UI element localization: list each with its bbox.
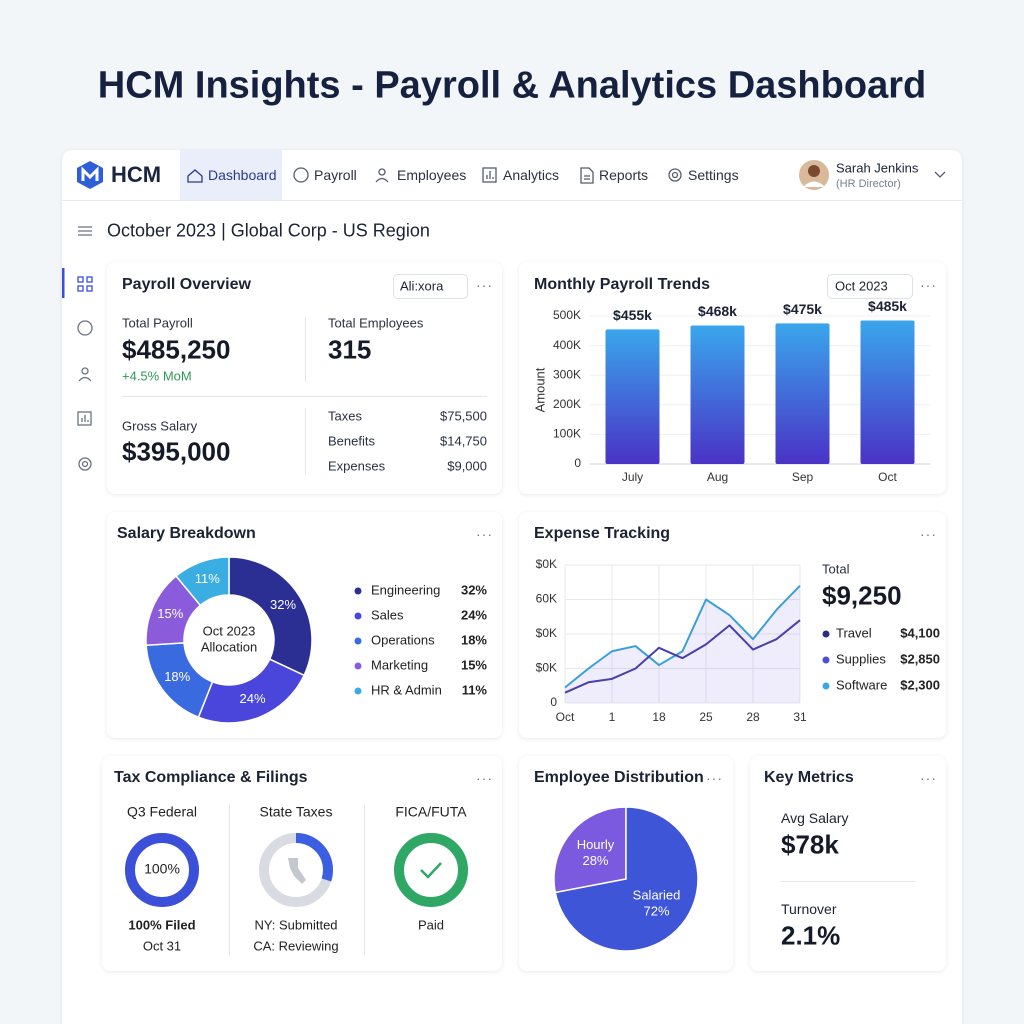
- menu-dots[interactable]: ···: [476, 277, 493, 293]
- menu-dots[interactable]: ···: [476, 770, 493, 786]
- key-metrics-card: [750, 756, 946, 971]
- card-title: Salary Breakdown: [117, 525, 256, 542]
- card-title: Key Metrics: [764, 769, 854, 786]
- active-tab[interactable]: [180, 150, 282, 200]
- menu-dots[interactable]: ···: [706, 770, 723, 786]
- sidebar: [62, 226, 93, 471]
- item-value: $9,000: [447, 458, 487, 474]
- item-label: Benefits: [328, 433, 375, 449]
- menu-dots[interactable]: ···: [920, 277, 937, 293]
- nav-icons: [187, 160, 946, 190]
- nav-item[interactable]: Payroll: [314, 167, 357, 183]
- metric-value: 2.1%: [781, 920, 841, 951]
- card-title: Employee Distribution: [534, 769, 704, 786]
- divider: [305, 317, 306, 382]
- dropdown-text[interactable]: Ali:xora: [400, 278, 444, 294]
- metric-value: $78k: [781, 829, 839, 860]
- salary-breakdown-card: [107, 512, 502, 738]
- metric-value: $485,250: [122, 334, 231, 365]
- metric-value: $395,000: [122, 436, 231, 467]
- payroll-overview-card: [107, 262, 502, 494]
- expense-tracking-card: [519, 512, 946, 738]
- metric-change: +4.5% MoM: [122, 368, 192, 384]
- card-title: Payroll Overview: [122, 276, 251, 293]
- user-name[interactable]: Sarah Jenkins: [836, 160, 919, 176]
- nav-item[interactable]: Settings: [688, 167, 739, 183]
- divider: [781, 881, 915, 882]
- divider: [364, 805, 365, 955]
- nav-item[interactable]: Reports: [599, 167, 649, 183]
- metric-label: Avg Salary: [781, 810, 849, 826]
- menu-dots[interactable]: ···: [920, 770, 937, 786]
- total-label: Total: [822, 561, 850, 577]
- divider: [229, 805, 230, 955]
- logo-icon: [77, 161, 103, 189]
- nav-divider: [62, 200, 962, 201]
- metric-label: Total Payroll: [122, 315, 193, 331]
- logo-text: HCM: [111, 162, 162, 187]
- nav-item[interactable]: Analytics: [503, 167, 560, 183]
- page-title: HCM Insights - Payroll & Analytics Dashb…: [97, 64, 927, 107]
- metric-label: Turnover: [781, 901, 837, 917]
- item-value: $14,750: [440, 433, 487, 449]
- dropdown[interactable]: [393, 274, 468, 299]
- metric-label: Gross Salary: [122, 418, 198, 434]
- menu-dots[interactable]: ···: [476, 526, 493, 542]
- total-value: $9,250: [822, 580, 902, 611]
- divider: [122, 396, 487, 397]
- menu-dots[interactable]: ···: [920, 526, 937, 542]
- item-value: $75,500: [440, 408, 487, 424]
- nav-item[interactable]: Dashboard: [208, 167, 277, 183]
- card-title: Monthly Payroll Trends: [534, 276, 711, 293]
- dropdown-text[interactable]: Oct 2023: [835, 278, 888, 294]
- dropdown[interactable]: [827, 274, 913, 299]
- user-role: (HR Director): [836, 178, 901, 190]
- employee-distribution-card: [519, 756, 733, 971]
- item-label: Taxes: [328, 408, 362, 424]
- card-title: Tax Compliance & Filings: [114, 769, 308, 786]
- header: October 2023 | Global Corp - US Region: [107, 220, 430, 241]
- divider: [305, 408, 306, 474]
- metric-value: 315: [328, 334, 372, 365]
- nav-item[interactable]: Employees: [397, 167, 467, 183]
- item-label: Expenses: [328, 458, 386, 474]
- card-title: Expense Tracking: [534, 525, 671, 542]
- metric-label: Total Employees: [328, 315, 424, 331]
- tax-compliance-card: [102, 756, 502, 971]
